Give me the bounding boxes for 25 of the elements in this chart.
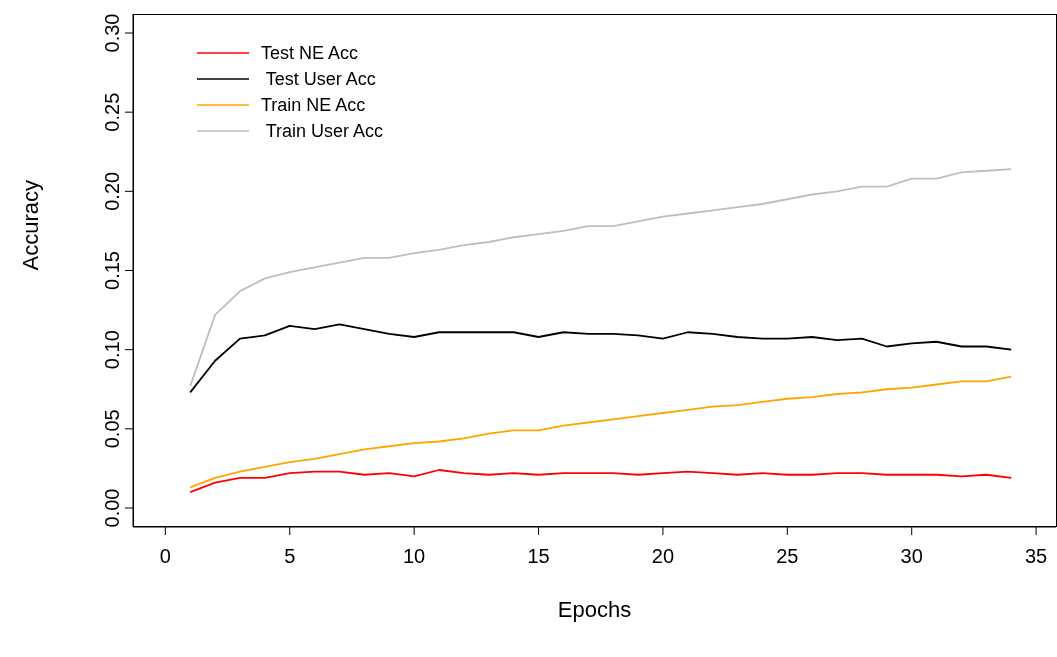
- x-tick-label: 35: [1024, 545, 1048, 568]
- legend-label: Train NE Acc: [261, 94, 366, 116]
- x-tick-label: 25: [776, 545, 799, 568]
- y-tick-label: 0.10: [101, 330, 123, 370]
- line-series: [189, 168, 1013, 387]
- y-tick-label: 0.05: [101, 409, 123, 449]
- legend-label: Test User Acc: [264, 68, 376, 90]
- line-series: [189, 375, 1013, 489]
- y-tick-label: 0.25: [101, 92, 123, 132]
- legend-label: Train User Acc: [264, 120, 384, 142]
- x-tick-label: 10: [403, 545, 426, 568]
- x-tick-label: 15: [527, 545, 550, 568]
- x-axis-title: Epochs: [557, 597, 632, 622]
- y-axis-title: Accuracy: [17, 180, 43, 271]
- legend-label: Test NE Acc: [261, 42, 359, 64]
- x-tick-label: 5: [284, 545, 296, 568]
- x-tick-label: 30: [900, 545, 923, 568]
- x-tick-label: 20: [651, 545, 675, 568]
- y-tick-label: 0.00: [101, 488, 123, 528]
- x-tick-label: 0: [159, 545, 171, 568]
- y-tick-label: 0.15: [101, 251, 123, 290]
- line-series: [189, 469, 1013, 494]
- y-tick-label: 0.30: [101, 13, 123, 53]
- y-tick-label: 0.20: [101, 171, 123, 211]
- line-series: [189, 323, 1013, 394]
